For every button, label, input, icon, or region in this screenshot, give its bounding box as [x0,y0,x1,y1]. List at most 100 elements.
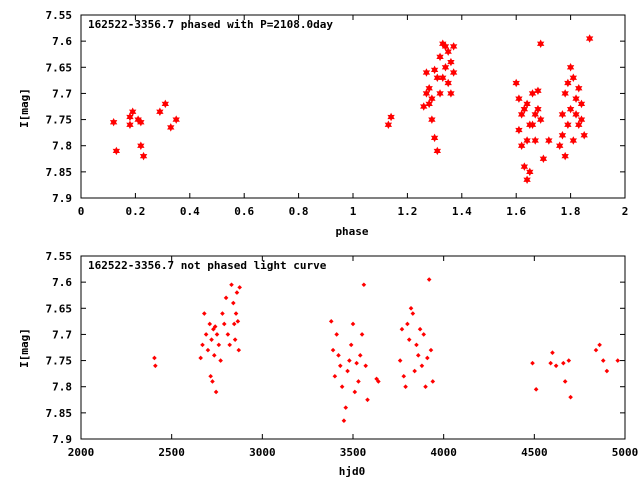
plot-raw-data-point [200,342,205,348]
plot-raw-data-point [227,342,232,348]
plot-phased-xtick-label: 1 [350,205,357,218]
plot-raw-data-point [211,326,216,332]
plot-raw-data-point [232,337,238,342]
plot-phased-data-point [566,104,575,114]
plot-phased-xlabel: phase [335,225,368,238]
plot-phased-data-point [561,151,569,161]
plot-raw-data-point [345,368,350,374]
plot-phased-data-point [564,120,572,130]
plot-phased-data-point [422,68,431,77]
plot-raw-data-point [332,373,338,379]
plot-raw-data-point [350,321,356,327]
plot-raw-data-point [328,319,334,324]
plot-phased-xtick-label: 1.2 [397,205,417,218]
plot-raw: 162522-3356.7 not phased light curve I[m… [18,250,638,478]
plot-phased-data-point [387,112,395,122]
plot-phased-data-point [449,42,458,51]
plot-phased-data-point [531,136,539,145]
plot-raw-xtick-label: 2500 [158,446,185,459]
plot-phased-data-point [569,73,578,82]
plot-raw-data-point [229,282,234,288]
plot-phased-data-point [585,34,594,43]
plot-phased-data-point [447,89,455,98]
plot-phased-data-point [161,99,170,109]
plot-phased-data-point [575,83,583,93]
plot-phased-data-point [433,73,442,82]
plot-raw-data-point [593,347,599,353]
plot-raw-data-point [212,324,218,329]
plot-raw-data-point [615,358,621,363]
plot-phased-data-point [444,47,452,56]
plot-raw-ytick-label: 7.8 [52,381,72,394]
plot-raw-xtick-label: 3500 [340,446,367,459]
plot-raw-data-point [223,295,229,301]
plot-phased-data-point [517,141,526,150]
plot-raw-data-point [236,347,242,353]
plot-phased-xtick-label: 0.2 [125,205,145,218]
plot-phased-xtick-label: 0.6 [234,205,254,218]
plot-raw-data-point [408,305,414,311]
plot-raw-data-point [412,368,417,374]
plot-phased-data-point [137,141,145,150]
plot-raw-data-point [566,358,572,363]
plot-raw-xtick-label: 2000 [68,446,95,459]
plot-raw-xtick-label: 4000 [430,446,457,459]
plot-phased-data-point [428,94,436,103]
plot-raw-data-point [604,368,610,374]
plot-phased-data-point [167,123,175,132]
plot-phased-xtick-label: 1.4 [452,205,472,218]
plot-raw-data-point [533,387,539,392]
plot-raw-data-point [397,358,403,363]
plot-raw-data-point [600,358,606,363]
plot-phased-data-point [156,107,164,116]
plot-phased-ylabel: I[mag] [18,88,31,128]
plot-raw-data-point [352,389,358,395]
plot-raw-data-point [363,363,368,369]
plot-raw-data-point [406,337,412,342]
plot-raw-data-point [530,360,535,366]
plot-raw-data-point [399,326,405,332]
plot-raw-ytick-label: 7.65 [46,302,73,315]
plot-phased-xtick-label: 2 [622,205,629,218]
plot-phased-ytick-label: 7.75 [46,114,73,127]
plot-phased-data-point [425,83,433,93]
plot-phased-data-point [428,115,436,124]
plot-raw-data-point [221,321,227,327]
plot-raw-data-point [410,311,416,316]
plot-phased-data-point [566,63,575,72]
plot-raw-data-point [210,379,215,384]
plot-raw-data-point [562,379,568,384]
plot-raw-data-point [365,397,370,403]
plot-phased-data-point [534,104,542,114]
plot-raw-data-point [347,358,352,363]
plot-phased-data-point [536,39,545,49]
plot-phased-data-point [433,146,442,156]
plot-raw-data-point [207,321,213,327]
plot-raw-ytick-label: 7.6 [52,276,72,289]
plot-phased-data-point [558,131,567,140]
plot-raw-data-point [561,360,566,366]
plot-phased-data-point [449,68,458,77]
plot-phased-ytick-label: 7.55 [46,9,73,22]
plot-phased-xtick-label: 1.8 [561,205,581,218]
plot-phased-xtick-label: 0.8 [289,205,309,218]
plot-raw-data-point [421,332,427,337]
plot-phased-data-point [528,89,537,98]
plot-phased-data-point [569,136,578,145]
plot-raw-data-point [153,363,158,369]
plot-phased-data-point [128,107,137,116]
plot-raw-data-point [338,363,343,369]
plot-phased-ytick-label: 7.6 [52,35,72,48]
plot-raw-data-point [231,321,237,327]
plot-raw-ytick-label: 7.55 [46,250,73,263]
plot-raw-data-point [208,373,213,379]
plot-raw-data-point [220,311,225,316]
plot-phased-data-point [515,125,523,135]
plot-raw-data-point [218,358,223,363]
plot-phased-data-point [436,89,444,98]
plot-raw-data-point [401,373,407,379]
plot-raw-data-point [209,337,214,342]
plot-raw-data-point [339,384,345,390]
plot-raw-data-point [205,347,211,353]
